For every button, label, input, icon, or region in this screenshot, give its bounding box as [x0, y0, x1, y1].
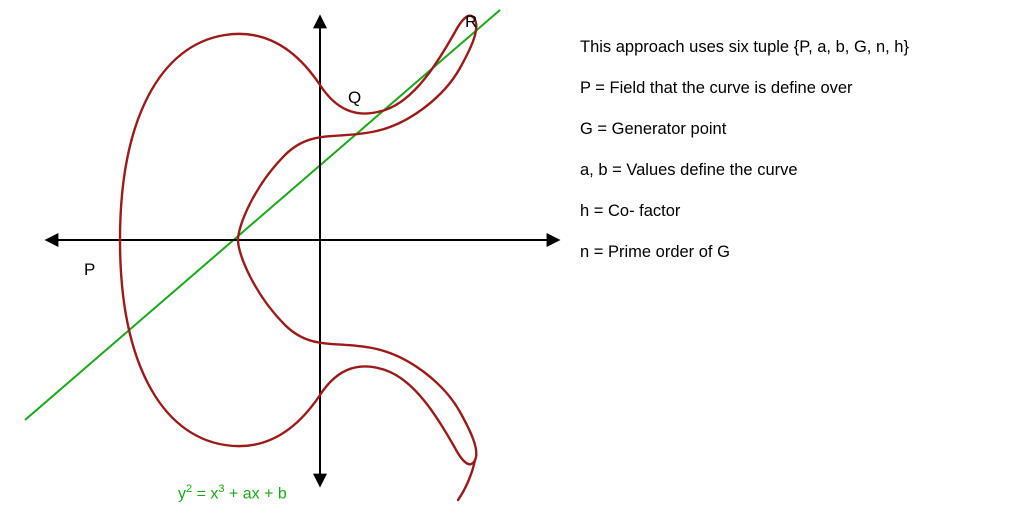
legend-line: G = Generator point: [580, 120, 1000, 139]
legend-line: P = Field that the curve is define over: [580, 79, 1000, 98]
elliptic-curve-upper: [120, 16, 476, 240]
elliptic-curve-tail: [458, 460, 475, 500]
elliptic-curve-lower: [120, 240, 476, 464]
legend-line: a, b = Values define the curve: [580, 161, 1000, 180]
point-label-r: R: [465, 12, 477, 32]
curve-equation: y2 = x3 + ax + b: [178, 483, 287, 503]
legend-line: This approach uses six tuple {P, a, b, G…: [580, 38, 1000, 57]
point-label-p: P: [84, 260, 95, 280]
legend: This approach uses six tuple {P, a, b, G…: [580, 38, 1000, 284]
point-label-q: Q: [348, 88, 361, 108]
legend-line: h = Co- factor: [580, 202, 1000, 221]
elliptic-curve-lower-inner: [238, 240, 460, 412]
legend-line: n = Prime order of G: [580, 243, 1000, 262]
